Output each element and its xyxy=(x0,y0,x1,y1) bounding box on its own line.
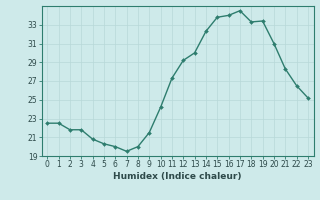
X-axis label: Humidex (Indice chaleur): Humidex (Indice chaleur) xyxy=(113,172,242,181)
